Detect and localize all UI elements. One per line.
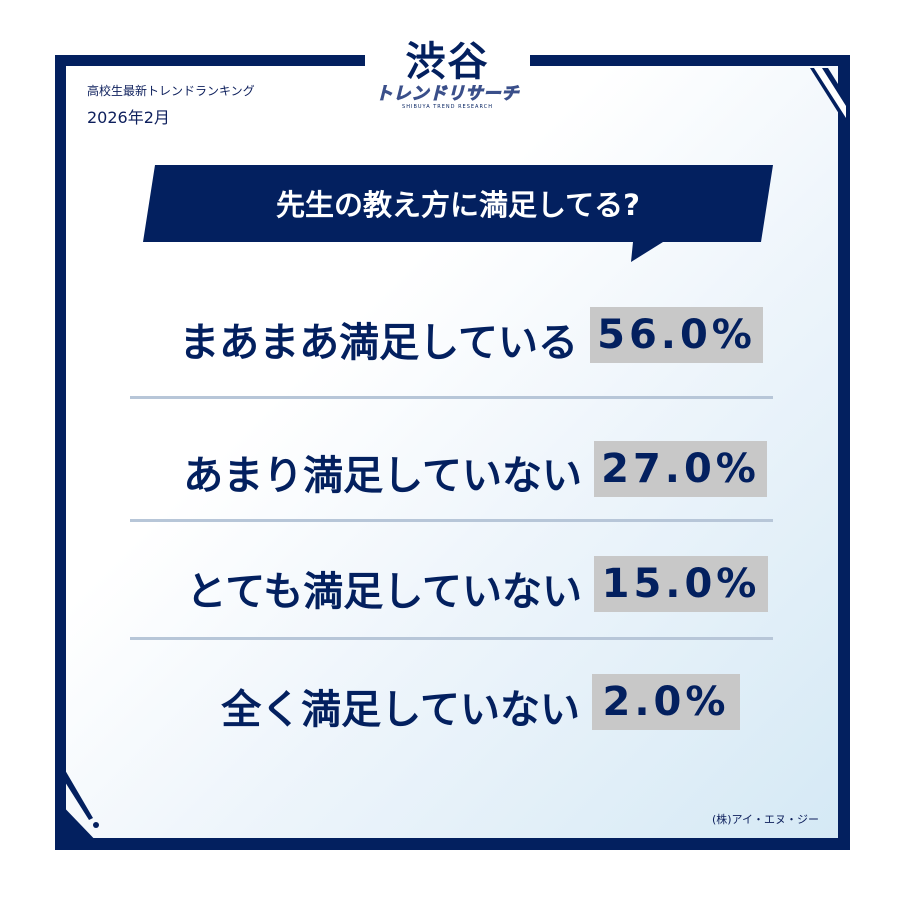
logo-sub: トレンドリサーチ <box>375 84 520 105</box>
result-value-3: 15.0% <box>594 556 768 612</box>
logo-en: SHIBUYA TREND RESEARCH <box>402 104 493 110</box>
result-label-4: 全く満足していない <box>221 687 580 733</box>
corner-decoration-top-right <box>810 68 848 128</box>
company-credit: (株)アイ・エヌ・ジー <box>711 813 819 826</box>
result-value-1: 56.0% <box>590 307 763 363</box>
date-label: 2026年2月 <box>87 108 170 127</box>
result-value-2: 27.0% <box>594 441 767 497</box>
result-label-1: まあまあ満足している <box>179 320 578 366</box>
result-label-3: とても満足していない <box>186 569 582 615</box>
question-banner <box>143 165 775 265</box>
logo-gap <box>365 50 530 70</box>
corner-decoration-bottom-left <box>55 770 103 848</box>
separator <box>130 519 773 522</box>
separator <box>130 396 773 399</box>
logo: 渋谷 トレンドリサーチ SHIBUYA TREND RESEARCH <box>355 40 540 110</box>
ranking-subtitle: 高校生最新トレンドランキング <box>87 84 255 98</box>
question-title: 先生の教え方に満足してる? <box>276 188 640 222</box>
separator <box>130 637 773 640</box>
logo-main: 渋谷 <box>405 39 490 85</box>
result-value-4: 2.0% <box>592 674 740 730</box>
result-label-2: あまり満足していない <box>183 453 582 499</box>
